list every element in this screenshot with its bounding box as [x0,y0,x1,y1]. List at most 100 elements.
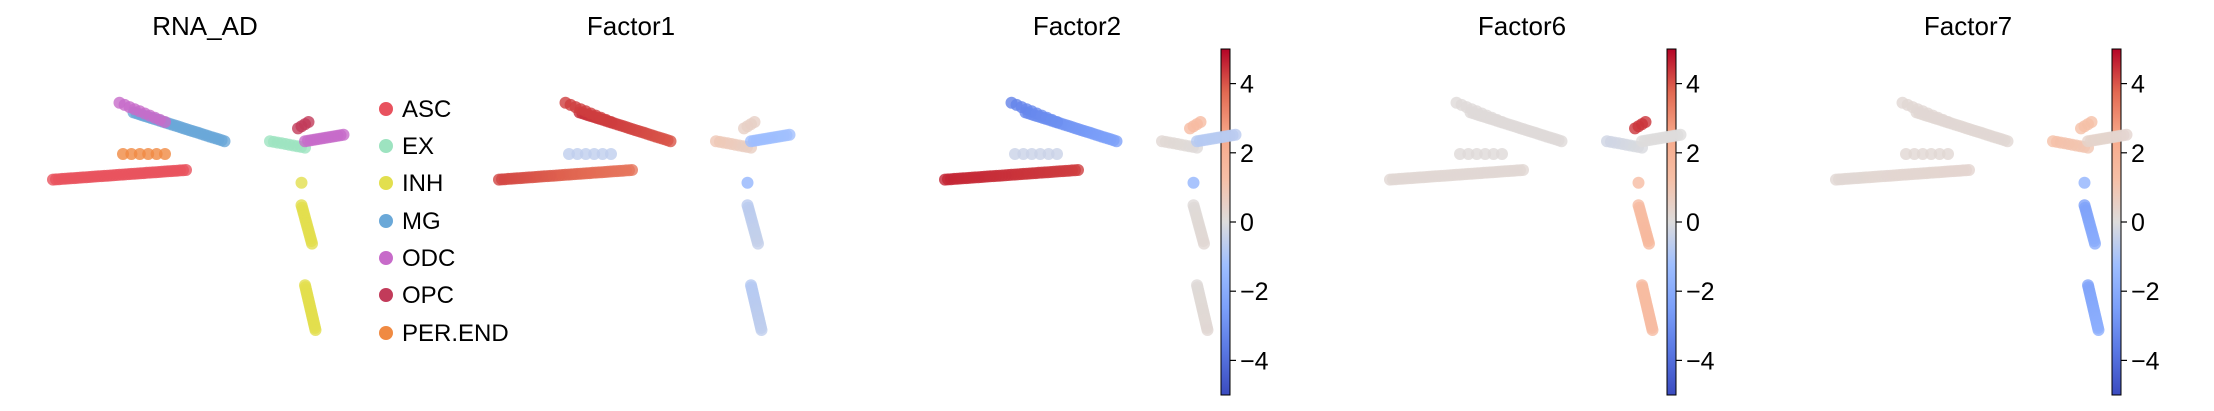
scatter-point [1643,237,1655,250]
colorbar-tick-label: 2 [2131,140,2145,168]
colorbar-gradient [1220,48,1231,396]
scatter-point [1942,116,1954,128]
panel-title: Factor2 [1033,11,1121,41]
legend-label: ASC [402,96,451,123]
legend-marker [379,176,393,190]
scatter-point [295,176,308,189]
scatter-points [1384,96,1687,336]
scatter-point [1110,135,1123,148]
scatter-point [563,148,575,160]
legend-item: PER.END [379,320,509,347]
legend-item: ODC [379,245,455,272]
scatter-point [755,324,768,336]
scatter-point [1025,148,1038,160]
scatter-point [626,164,638,176]
scatter-point [302,116,315,128]
scatter-point [1639,116,1652,128]
scatter-point [2089,237,2101,250]
scatter-point [1201,324,1214,336]
legend-item: INH [379,170,443,197]
scatter-point [752,237,764,250]
scatter-points [939,96,1242,336]
panel-factor6: Factor6 4 2 0 −2 −4 [1384,11,2160,396]
panel-title: Factor6 [1478,11,1566,41]
colorbar-tick-label: −2 [2131,278,2160,306]
colorbar-tick-label: 0 [1686,209,1700,237]
scatter-point [1555,135,1568,148]
panel-factor2: Factor2 4 2 0 −2 −4 [939,11,1715,396]
scatter-point [1487,148,1500,160]
legend-marker [379,102,393,116]
legend-marker [379,251,393,265]
panel-title: RNA_AD [152,11,257,41]
colorbar-tick-label: 2 [1686,140,1700,168]
scatter-point [1462,148,1475,160]
scatter-point [1454,148,1466,160]
scatter-point [664,135,677,148]
colorbar-tick-label: −4 [2131,347,2160,375]
legend-label: MG [402,208,441,235]
legend-marker [379,139,393,153]
colorbar-tick-label: −2 [1686,278,1715,306]
scatter-point [159,116,171,128]
scatter-point [1496,148,1508,160]
scatter-point [1198,237,1210,250]
colorbar-tick-label: 0 [1240,209,1254,237]
scatter-point [150,148,163,160]
scatter-point [1942,148,1954,160]
scatter-point [1900,148,1912,160]
scatter-point [579,148,592,160]
legend-marker [379,288,393,302]
scatter-point [306,237,318,250]
legend-item: MG [379,208,441,235]
scatter-point [218,135,231,148]
scatter-point [2001,135,2014,148]
scatter-point [605,148,617,160]
scatter-point [571,148,584,160]
scatter-point [588,148,601,160]
scatter-point [2092,324,2105,336]
scatter-point [1017,148,1030,160]
scatter-point [1009,148,1021,160]
scatter-points [47,96,350,336]
scatter-point [133,148,146,160]
scatter-point [142,148,155,160]
legend-item: OPC [379,282,454,309]
panel-title: Factor7 [1924,11,2012,41]
colorbar-gradient [2111,48,2122,396]
panel-factor7: Factor7 420−2−4 [1830,11,2133,336]
legend-label: PER.END [402,320,509,347]
colorbar-tick-label: 4 [1686,71,1700,99]
scatter-point [2078,176,2091,189]
scatter-point [1632,176,1645,189]
scatter-point [1042,148,1055,160]
scatter-point [1908,148,1921,160]
legend: ASC EX INH MG ODC OPC [379,96,509,347]
legend-label: ODC [402,245,455,272]
colorbar-tick-label: 4 [1240,71,1254,99]
scatter-point [1646,324,1659,336]
scatter-point [1479,148,1492,160]
scatter-point [1072,164,1084,176]
colorbar-tick-label: −4 [1686,347,1715,375]
panel-title: Factor1 [587,11,675,41]
panel-rna-ad: RNA_AD ASC EX INH MG ODC [47,11,509,347]
colorbar-tick-label: 2 [1240,140,1254,168]
scatter-point [783,128,796,141]
colorbar: 4 2 0 −2 −4 [1666,48,1715,396]
scatter-point [1194,116,1207,128]
scatter-point [1517,164,1529,176]
scatter-point [1229,128,1242,141]
scatter-point [741,176,754,189]
legend-label: INH [402,170,443,197]
scatter-point [180,164,192,176]
colorbar-tick-label: −4 [1240,347,1269,375]
colorbar-tick-label: 4 [2131,71,2145,99]
scatter-point [748,116,761,128]
panel-factor1: Factor1 4 2 0 −2 −4 [493,11,1269,396]
scatter-point [1051,148,1063,160]
colorbar-gradient [1666,48,1677,396]
scatter-point [2120,128,2133,141]
scatter-point [125,148,138,160]
